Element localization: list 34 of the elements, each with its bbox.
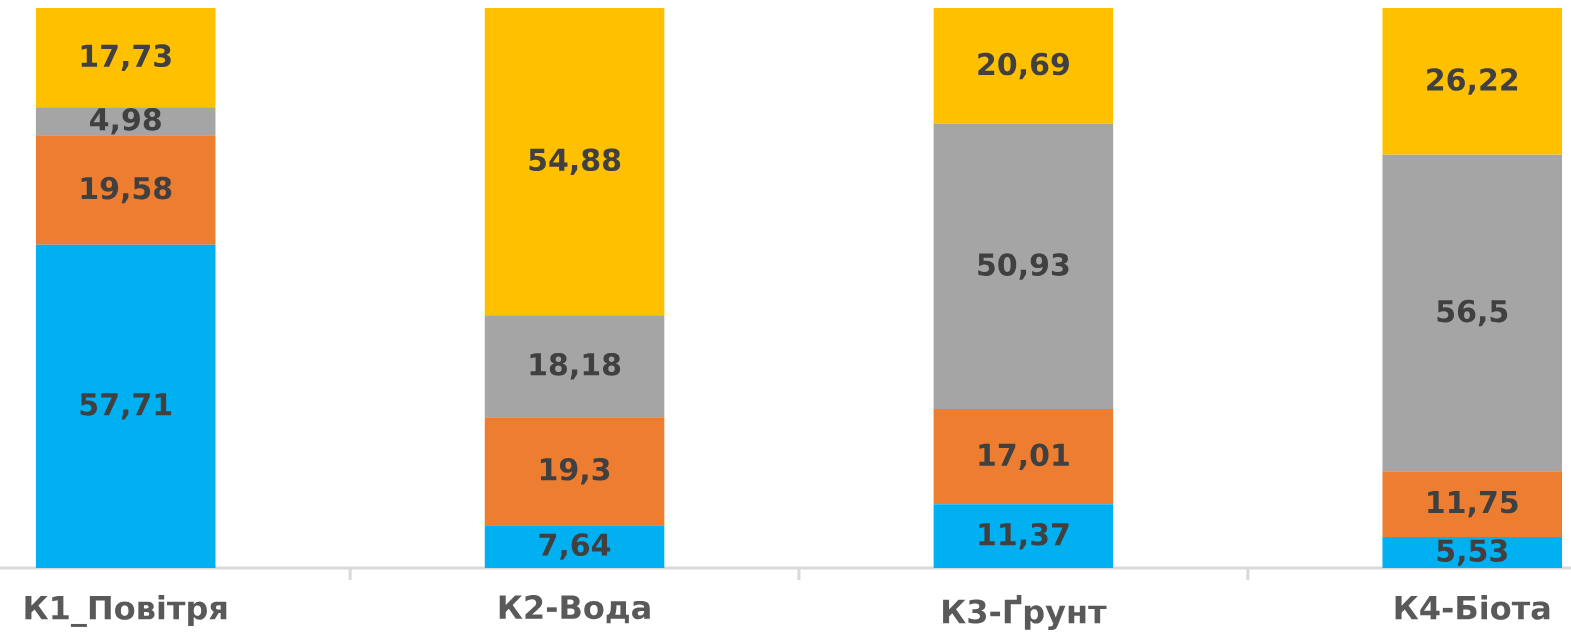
data-label: 7,64 [539, 533, 611, 560]
bar [484, 8, 665, 316]
data-label: 4,98 [90, 107, 161, 135]
x-tick-label: К2-Вода [499, 595, 650, 624]
bar [484, 315, 665, 418]
bar [933, 504, 1114, 568]
bar [1382, 8, 1563, 155]
data-label: 17,01 [979, 443, 1069, 470]
data-label: 20,69 [978, 52, 1069, 80]
x-tick-label: К3-Ґрунт [943, 595, 1107, 631]
bar [933, 8, 1114, 124]
data-label: 57,71 [80, 393, 172, 420]
bar [35, 135, 216, 245]
data-label: 5,53 [1437, 539, 1507, 566]
bar [1382, 154, 1563, 472]
data-label: 50,93 [978, 253, 1069, 280]
data-label: 26,22 [1427, 68, 1518, 95]
data-label: 11,37 [979, 522, 1069, 550]
data-label: 19,58 [81, 176, 172, 204]
x-tick-label: К1_Повітря [25, 595, 227, 627]
bar [933, 409, 1114, 505]
data-label: 17,73 [81, 44, 171, 71]
bar [35, 8, 216, 108]
data-label: 19,3 [540, 457, 610, 485]
data-label: 56,5 [1437, 299, 1508, 327]
data-label: 11,75 [1428, 491, 1518, 518]
x-tick-label: К4-Біота [1395, 595, 1550, 620]
bar [484, 417, 665, 526]
data-label: 54,88 [529, 148, 621, 175]
bar [933, 123, 1114, 410]
bar [484, 525, 665, 568]
bar [1382, 471, 1563, 538]
data-label: 18,18 [530, 352, 621, 380]
bar [35, 244, 216, 568]
